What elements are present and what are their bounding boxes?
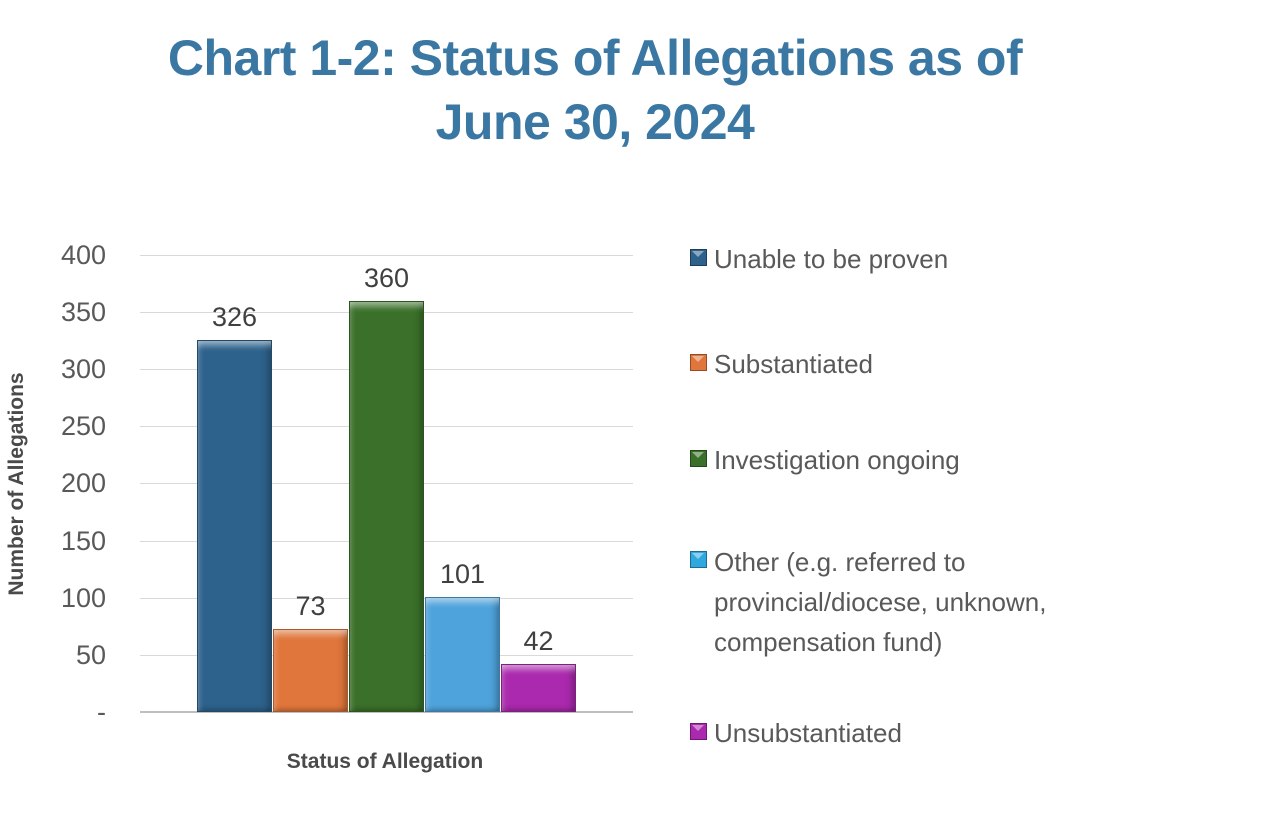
gridline-400	[140, 255, 633, 256]
bar-unsubstantiated	[501, 664, 576, 712]
chart-title: Chart 1-2: Status of Allegations as of J…	[0, 26, 1190, 154]
legend-item-unable-to-be-proven: Unable to be proven	[690, 244, 948, 274]
data-label-unsubstantiated: 42	[523, 626, 554, 656]
legend-item-investigation-ongoing: Investigation ongoing	[690, 445, 960, 475]
chart-title-line2: June 30, 2024	[435, 94, 755, 150]
legend-label: Investigation ongoing	[714, 445, 960, 475]
y-tick-300: 300	[60, 354, 106, 384]
data-label-other: 101	[439, 559, 486, 589]
legend-label: Unsubstantiated	[714, 718, 902, 748]
legend-item-other: Other (e.g. referred to provincial/dioce…	[690, 542, 1086, 662]
y-tick-250: 250	[60, 411, 106, 441]
bar-other	[425, 597, 500, 712]
data-label-substantiated: 73	[295, 591, 326, 621]
legend-label: Substantiated	[714, 349, 874, 379]
x-axis-line	[140, 711, 633, 713]
legend-marker-green-icon	[690, 450, 707, 467]
y-tick-150: 150	[60, 526, 106, 556]
legend-marker-blue-icon	[690, 249, 707, 266]
legend-label: Unable to be proven	[714, 244, 949, 274]
y-axis-title: Number of Allegations	[5, 372, 28, 596]
y-tick-350: 350	[60, 297, 106, 327]
legend-label: Other (e.g. referred to provincial/dioce…	[714, 547, 1047, 657]
bar-substantiated	[273, 629, 348, 712]
bar-unable-to-be-proven	[197, 340, 272, 712]
data-label-unable-to-be-proven: 326	[211, 302, 258, 332]
y-tick-200: 200	[60, 468, 106, 498]
x-axis-title: Status of Allegation	[286, 750, 484, 773]
legend-item-substantiated: Substantiated	[690, 349, 873, 379]
y-tick-100: 100	[60, 583, 106, 613]
legend-item-unsubstantiated: Unsubstantiated	[690, 718, 902, 748]
legend-marker-cyan-icon	[690, 551, 707, 568]
y-tick-0: -	[97, 697, 106, 727]
y-tick-50: 50	[75, 640, 106, 670]
data-label-investigation-ongoing: 360	[363, 263, 410, 293]
bar-investigation-ongoing	[349, 301, 424, 712]
legend-marker-orange-icon	[690, 354, 707, 371]
y-tick-400: 400	[60, 240, 106, 270]
chart-title-line1: Chart 1-2: Status of Allegations as of	[167, 30, 1023, 86]
legend-marker-magenta-icon	[690, 723, 707, 740]
